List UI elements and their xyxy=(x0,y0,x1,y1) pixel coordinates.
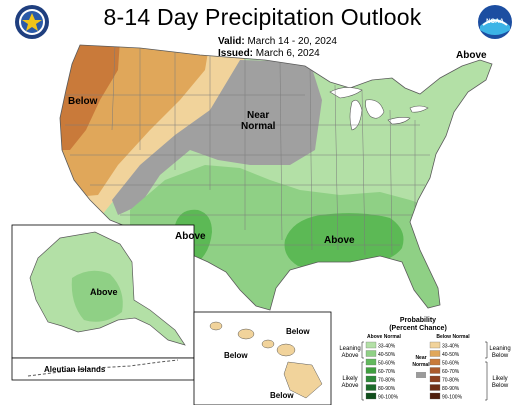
legend-below-swatch-1 xyxy=(429,341,441,349)
legend-near-swatch xyxy=(416,372,426,378)
legend-above-header: Above Normal xyxy=(367,334,402,340)
legend-above-range-label-3: 50-60% xyxy=(378,361,396,367)
issued-value: March 6, 2024 xyxy=(255,48,320,59)
legend-above-swatches: 33-40% 40-50% 50-60% 60-70% 70-80% 80-90% 90-1… xyxy=(365,341,399,401)
legend-title-2: (Percent Chance) xyxy=(389,325,447,332)
legend-likely-below-1: Likely xyxy=(492,376,507,382)
valid-label: Valid: xyxy=(218,36,245,47)
legend-above-swatch-5 xyxy=(365,375,377,383)
legend-likely-above-1: Likely xyxy=(342,376,357,382)
legend-above-swatch-3 xyxy=(365,358,377,366)
legend-below-swatch-7 xyxy=(429,392,441,400)
label-hawaii-below-1: Below xyxy=(286,327,310,336)
label-above-ne: Above xyxy=(456,50,487,61)
doc-seal-icon xyxy=(15,5,49,39)
noaa-logo-text: NOAA xyxy=(486,19,504,25)
label-below-pnw: Below xyxy=(68,96,98,107)
legend-above-swatch-6 xyxy=(365,384,377,391)
noaa-logo-icon: NOAA xyxy=(478,5,512,39)
issued-line: Issued: March 6, 2024 xyxy=(218,48,320,59)
legend-leaning-below-1: Leaning xyxy=(489,346,510,352)
legend-leaning-above-1: Leaning xyxy=(339,346,360,352)
legend-below-range-label-2: 40-50% xyxy=(442,352,460,358)
legend-below-range-label-7: 90-100% xyxy=(442,395,463,401)
legend-leaning-above-2: Above xyxy=(341,353,359,359)
legend-title-1: Probability xyxy=(400,317,436,324)
legend-likely-below-2: Below xyxy=(492,383,509,389)
legend-leaning-below-2: Below xyxy=(492,353,509,359)
legend-below-swatch-3 xyxy=(429,358,441,366)
legend-above-range-label-1: 33-40% xyxy=(378,344,396,350)
valid-value: March 14 - 20, 2024 xyxy=(247,36,337,47)
label-aleutian: Aleutian Islands xyxy=(44,365,106,374)
legend-near-label-2: Normal xyxy=(412,362,430,368)
legend-below-range-label-3: 50-60% xyxy=(442,361,460,367)
legend-below-range-label-6: 80-90% xyxy=(442,386,460,392)
legend-above-range-label-6: 80-90% xyxy=(378,386,396,392)
legend-below-swatches: 33-40% 40-50% 50-60% 60-70% 70-80% 80-90% 90-1… xyxy=(429,341,463,401)
legend-above-swatch-4 xyxy=(365,367,377,374)
legend-above-range-label-2: 40-50% xyxy=(378,352,396,358)
label-near-normal-2: Normal xyxy=(241,121,276,132)
legend-above-swatch-2 xyxy=(365,350,377,357)
legend-above-swatch-1 xyxy=(365,341,377,349)
label-above-tx: Above xyxy=(175,231,206,242)
great-lakes xyxy=(329,87,429,131)
legend-above-range-label-5: 70-80% xyxy=(378,378,396,384)
label-alaska-above: Above xyxy=(90,287,118,297)
legend-below-swatch-5 xyxy=(429,375,441,383)
page-title: 8-14 Day Precipitation Outlook xyxy=(103,4,422,30)
label-hawaii-below-3: Below xyxy=(270,391,294,400)
legend-above-range-label-7: 90-100% xyxy=(378,395,399,401)
legend-below-range-label-1: 33-40% xyxy=(442,344,460,350)
legend-below-swatch-2 xyxy=(429,350,441,357)
legend-likely-above-2: Above xyxy=(341,383,359,389)
legend-below-swatch-6 xyxy=(429,384,441,391)
issued-label: Issued: xyxy=(218,48,254,59)
label-hawaii-below-2: Below xyxy=(224,351,248,360)
legend: Probability (Percent Chance) Above Norma… xyxy=(339,317,510,401)
label-above-se: Above xyxy=(324,235,355,246)
legend-near-label-1: Near xyxy=(415,355,426,361)
label-near-normal-1: Near xyxy=(247,110,269,121)
valid-line: Valid: March 14 - 20, 2024 xyxy=(218,36,337,47)
hawaii-inset xyxy=(193,311,332,405)
legend-below-range-label-5: 70-80% xyxy=(442,378,460,384)
legend-below-header: Below Normal xyxy=(436,334,470,340)
legend-below-swatch-4 xyxy=(429,367,441,374)
alaska-inset xyxy=(11,224,195,381)
legend-below-range-label-4: 60-70% xyxy=(442,369,460,375)
legend-above-swatch-7 xyxy=(365,392,377,400)
legend-above-range-label-4: 60-70% xyxy=(378,369,396,375)
